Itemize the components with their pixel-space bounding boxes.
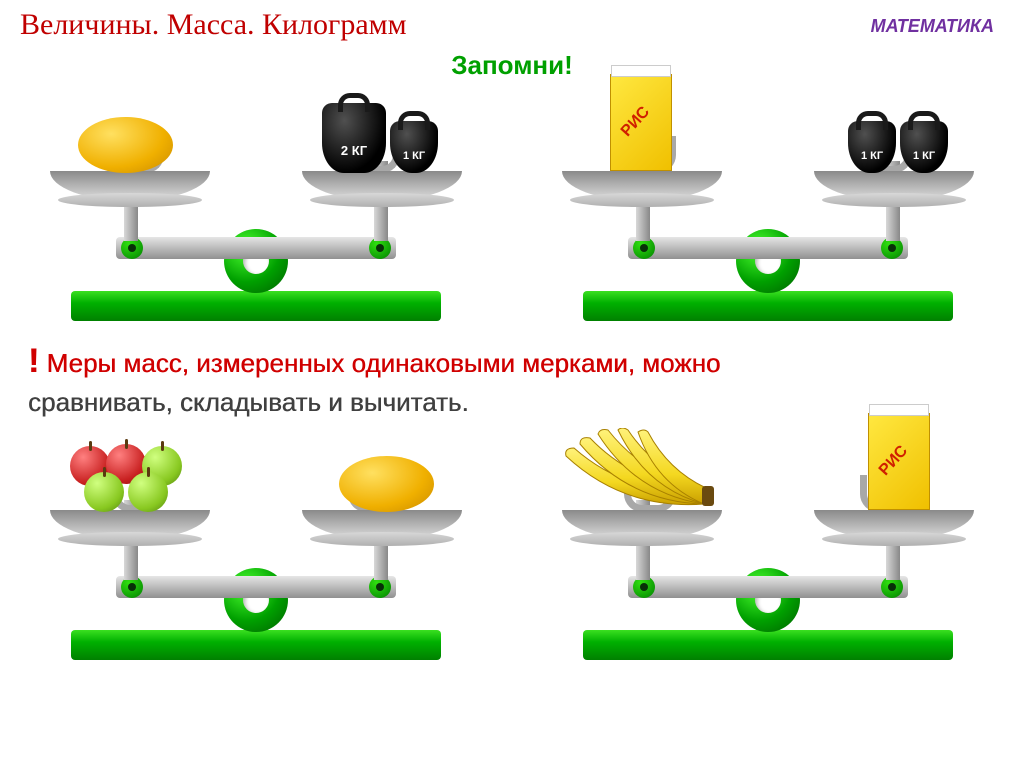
tray-right xyxy=(302,171,462,201)
tray-left xyxy=(50,510,210,540)
scales-row-bottom: РИС xyxy=(0,430,1024,660)
tray-right xyxy=(814,510,974,540)
scale-base xyxy=(583,291,953,321)
rice-box-icon: РИС xyxy=(868,413,930,510)
text-rest: сравнивать, складывать и вычитать. xyxy=(28,387,469,417)
bananas-icon xyxy=(554,428,734,518)
scale-base xyxy=(71,291,441,321)
scale-base xyxy=(71,630,441,660)
beam xyxy=(628,576,908,598)
remember-label: Запомни! xyxy=(0,50,1024,81)
subject-label: МАТЕМАТИКА xyxy=(871,8,1004,42)
weight-1kg-icon: 1 КГ xyxy=(900,121,948,173)
rice-label: РИС xyxy=(618,103,654,140)
beam xyxy=(628,237,908,259)
weight-1kg-icon: 1 КГ xyxy=(848,121,896,173)
text-red: Меры масс, измеренных одинаковыми меркам… xyxy=(39,348,720,378)
scale-base xyxy=(583,630,953,660)
weight-2kg-icon: 2 КГ xyxy=(322,103,386,173)
tray-left xyxy=(562,171,722,201)
tray-right xyxy=(302,510,462,540)
beam xyxy=(116,576,396,598)
apple-icon xyxy=(84,472,124,512)
rice-label: РИС xyxy=(876,442,912,479)
scale-top-right: РИС 1 КГ 1 КГ xyxy=(548,91,988,321)
melon-icon xyxy=(339,456,434,512)
page-title: Величины. Масса. Килограмм xyxy=(20,8,407,42)
header: Величины. Масса. Килограмм МАТЕМАТИКА xyxy=(0,0,1024,46)
apple-icon xyxy=(128,472,168,512)
beam xyxy=(116,237,396,259)
weight-1kg-icon: 1 КГ xyxy=(390,121,438,173)
tray-left xyxy=(50,171,210,201)
rice-box-icon: РИС xyxy=(610,74,672,171)
exclamation: ! xyxy=(28,342,39,380)
scale-bottom-left xyxy=(36,430,476,660)
scale-top-left: 2 КГ 1 КГ xyxy=(36,91,476,321)
tray-right xyxy=(814,171,974,201)
melon-icon xyxy=(78,117,173,173)
scale-bottom-right: РИС xyxy=(548,430,988,660)
scales-row-top: 2 КГ 1 КГ РИС 1 КГ 1 КГ xyxy=(0,91,1024,321)
